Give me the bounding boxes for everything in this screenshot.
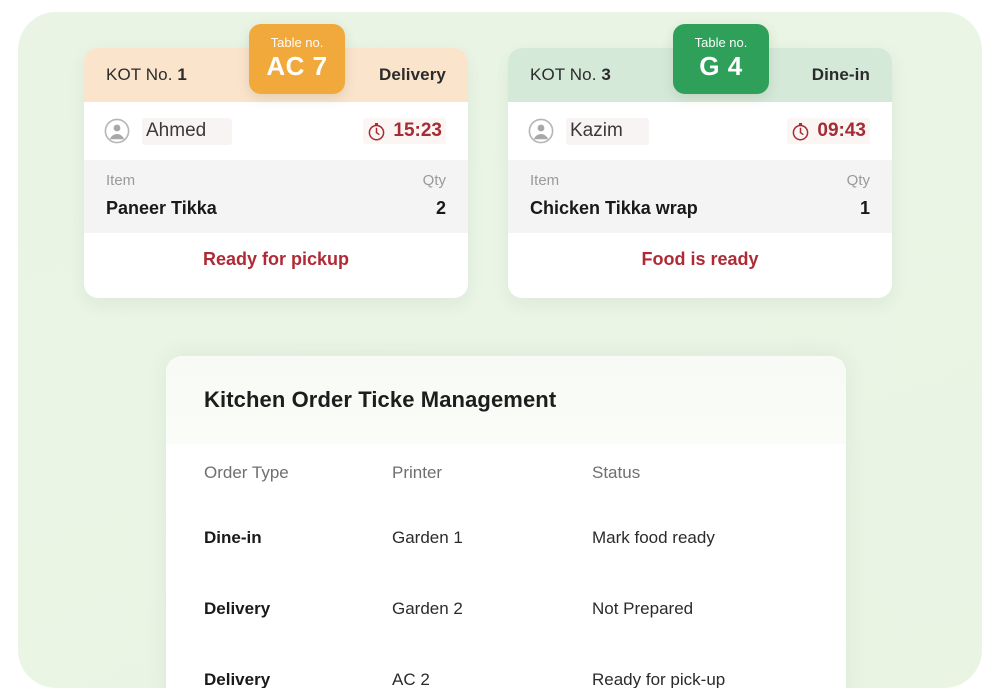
kot-number-prefix: KOT No. [530,65,597,84]
cell-order-type: Delivery [204,598,271,618]
kot-item-qty: 1 [859,198,870,218]
cell-order-type: Delivery [204,669,271,689]
panel-header: Kitchen Order Ticke Management [166,356,846,444]
kot-management-table: Order Type Printer Status Dine-in Garden… [166,444,846,688]
kot-customer-row: Kazim 09:43 [508,102,892,160]
table-number-badge[interactable]: Table no. AC 7 [249,24,345,94]
page-title: Kitchen Order Ticke Management [204,387,557,412]
kot-number-label: KOT No. 3 [530,65,611,85]
table-badge-label: Table no. [270,34,324,50]
table-header-row: Order Type Printer Status [166,444,846,502]
kot-customer-name: Ahmed [142,117,233,145]
cell-printer: AC 2 [392,669,430,689]
kot-number-value: 3 [601,65,611,84]
kot-timer-value: 09:43 [817,120,866,141]
table-row[interactable]: Delivery Garden 2 Not Prepared [166,573,846,644]
table-body: Dine-in Garden 1 Mark food ready Deliver… [166,502,846,689]
kot-customer-row: Ahmed 15:23 [84,102,468,160]
kot-customer-identity: Kazim [528,117,649,145]
kot-item-row: Chicken Tikka wrap 1 [530,198,870,219]
column-header-printer: Printer [392,463,443,482]
table-row[interactable]: Delivery AC 2 Ready for pick-up [166,644,846,689]
kot-item-name: Chicken Tikka wrap [530,198,698,218]
cell-status: Ready for pick-up [592,669,726,689]
kot-management-panel: Kitchen Order Ticke Management Order Typ… [166,356,846,688]
cell-status: Mark food ready [592,527,715,547]
table-badge-value: AC 7 [266,50,328,81]
table-number-badge[interactable]: Table no. G 4 [673,24,769,94]
cell-order-type: Dine-in [204,527,262,547]
kot-items-block: Item Qty Chicken Tikka wrap 1 [508,160,892,233]
kot-customer-identity: Ahmed [104,117,233,145]
kot-customer-name: Kazim [566,117,649,145]
avatar-icon [528,118,554,144]
cell-printer: Garden 2 [392,598,463,618]
kot-items-header: Item Qty [530,172,870,189]
avatar-icon [104,118,130,144]
kot-item-qty: 2 [435,198,446,218]
cell-printer: Garden 1 [392,527,463,547]
timer-icon [367,122,386,141]
kot-timer: 09:43 [787,118,870,144]
kot-status-action[interactable]: Food is ready [508,233,892,285]
kot-timer: 15:23 [363,118,446,144]
kot-dashboard-stage: KOT No. 1 Delivery Ahmed [18,12,982,688]
kot-status-action[interactable]: Ready for pickup [84,233,468,285]
table-header: Order Type Printer Status [166,444,846,502]
kot-number-prefix: KOT No. [106,65,173,84]
kot-items-header-item: Item [530,172,560,189]
timer-icon [791,122,810,141]
kot-item-name: Paneer Tikka [106,198,217,218]
kot-items-header: Item Qty [106,172,446,189]
column-header-order-type: Order Type [204,463,289,482]
table-row[interactable]: Dine-in Garden 1 Mark food ready [166,502,846,573]
table-badge-label: Table no. [694,34,748,50]
kot-order-type: Dine-in [811,65,870,84]
kot-timer-value: 15:23 [393,120,442,141]
kot-items-header-qty: Qty [846,172,870,189]
table-badge-value: G 4 [699,50,743,81]
kot-items-header-qty: Qty [422,172,446,189]
kot-number-label: KOT No. 1 [106,65,187,85]
kot-item-row: Paneer Tikka 2 [106,198,446,219]
kot-number-value: 1 [177,65,187,84]
kot-items-header-item: Item [106,172,136,189]
kot-order-type: Delivery [379,65,446,84]
column-header-status: Status [592,463,641,482]
cell-status: Not Prepared [592,598,694,618]
kot-items-block: Item Qty Paneer Tikka 2 [84,160,468,233]
